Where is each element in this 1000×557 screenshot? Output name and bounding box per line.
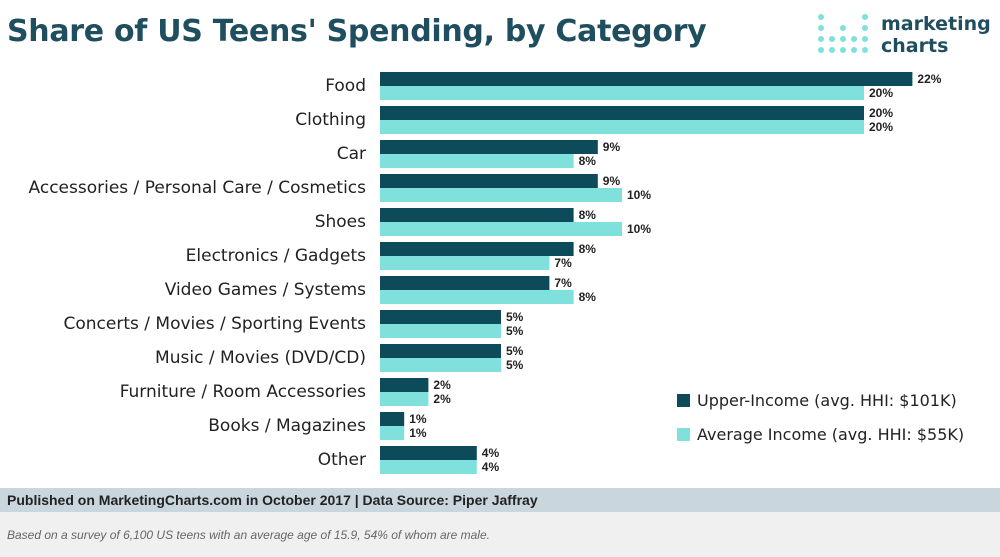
data-label: 7%: [554, 276, 572, 290]
logo-line-2: charts: [881, 35, 949, 57]
data-label: 7%: [554, 256, 572, 270]
bar-average-income: [380, 290, 574, 304]
category-label: Furniture / Room Accessories: [120, 382, 366, 402]
bar-chart: Food 22%20%Clothing 20%20%Car 9%8%Accessori…: [29, 72, 942, 474]
legend-label-average: Average Income (avg. HHI: $55K): [697, 424, 965, 444]
marketingcharts-logo: marketing charts: [815, 12, 995, 58]
bar-upper-income: [380, 310, 501, 324]
bar-upper-income: [380, 174, 598, 188]
bar-upper-income: [380, 140, 598, 154]
bar-average-income: [380, 222, 622, 236]
data-label: 10%: [627, 222, 651, 236]
bar-upper-income: [380, 344, 501, 358]
bar-upper-income: [380, 276, 550, 290]
bar-upper-income: [380, 72, 913, 86]
bar-upper-income: [380, 208, 574, 222]
category-label: Other: [318, 450, 366, 470]
legend: Upper-Income (avg. HHI: $101K) Average I…: [677, 383, 964, 451]
bar-upper-income: [380, 378, 429, 392]
data-label: 20%: [869, 86, 893, 100]
bar-average-income: [380, 86, 864, 100]
category-label: Electronics / Gadgets: [186, 246, 366, 266]
data-label: 5%: [506, 344, 524, 358]
data-label: 20%: [869, 106, 893, 120]
bar-upper-income: [380, 446, 477, 460]
source-bar: Published on MarketingCharts.com in Octo…: [0, 488, 1000, 512]
data-label: 10%: [627, 188, 651, 202]
bar-average-income: [380, 358, 501, 372]
bar-average-income: [380, 120, 864, 134]
data-label: 1%: [409, 426, 427, 440]
legend-item-upper: Upper-Income (avg. HHI: $101K): [677, 383, 964, 417]
bar-upper-income: [380, 242, 574, 256]
bar-average-income: [380, 392, 429, 406]
data-label: 20%: [869, 120, 893, 134]
legend-swatch-average: [677, 427, 690, 441]
data-label: 22%: [917, 72, 941, 86]
bar-average-income: [380, 256, 550, 270]
bar-average-income: [380, 154, 574, 168]
logo-wordmark: marketing charts: [881, 13, 991, 57]
data-label: 8%: [579, 290, 597, 304]
bar-average-income: [380, 426, 405, 440]
category-label: Clothing: [295, 110, 366, 130]
bar-average-income: [380, 324, 501, 338]
bar-upper-income: [380, 106, 864, 120]
category-label: Books / Magazines: [208, 416, 366, 436]
source-text: Published on MarketingCharts.com in Octo…: [7, 492, 538, 508]
category-label: Food: [325, 76, 366, 96]
data-label: 4%: [482, 460, 500, 474]
category-label: Music / Movies (DVD/CD): [155, 348, 366, 368]
bar-upper-income: [380, 412, 405, 426]
survey-note: Based on a survey of 6,100 US teens with…: [0, 512, 1000, 557]
category-label: Shoes: [315, 212, 366, 232]
legend-label-upper: Upper-Income (avg. HHI: $101K): [697, 390, 957, 410]
logo-line-1: marketing: [881, 13, 991, 35]
data-label: 2%: [433, 392, 451, 406]
category-label: Car: [337, 144, 366, 164]
data-label: 2%: [433, 378, 451, 392]
data-label: 1%: [409, 412, 427, 426]
data-label: 5%: [506, 324, 524, 338]
legend-item-average: Average Income (avg. HHI: $55K): [677, 417, 964, 451]
data-label: 5%: [506, 358, 524, 372]
bar-average-income: [380, 460, 477, 474]
survey-note-text: Based on a survey of 6,100 US teens with…: [7, 527, 490, 542]
data-label: 5%: [506, 310, 524, 324]
data-label: 8%: [579, 242, 597, 256]
category-label: Accessories / Personal Care / Cosmetics: [29, 178, 367, 198]
logo-dots-icon: [818, 14, 868, 53]
data-label: 8%: [579, 208, 597, 222]
data-label: 8%: [579, 154, 597, 168]
data-label: 9%: [603, 140, 621, 154]
chart-title: Share of US Teens' Spending, by Category: [7, 14, 707, 49]
bar-average-income: [380, 188, 622, 202]
data-label: 4%: [482, 446, 500, 460]
data-label: 9%: [603, 174, 621, 188]
category-label: Video Games / Systems: [165, 280, 366, 300]
category-label: Concerts / Movies / Sporting Events: [64, 314, 367, 334]
legend-swatch-upper: [677, 393, 690, 407]
